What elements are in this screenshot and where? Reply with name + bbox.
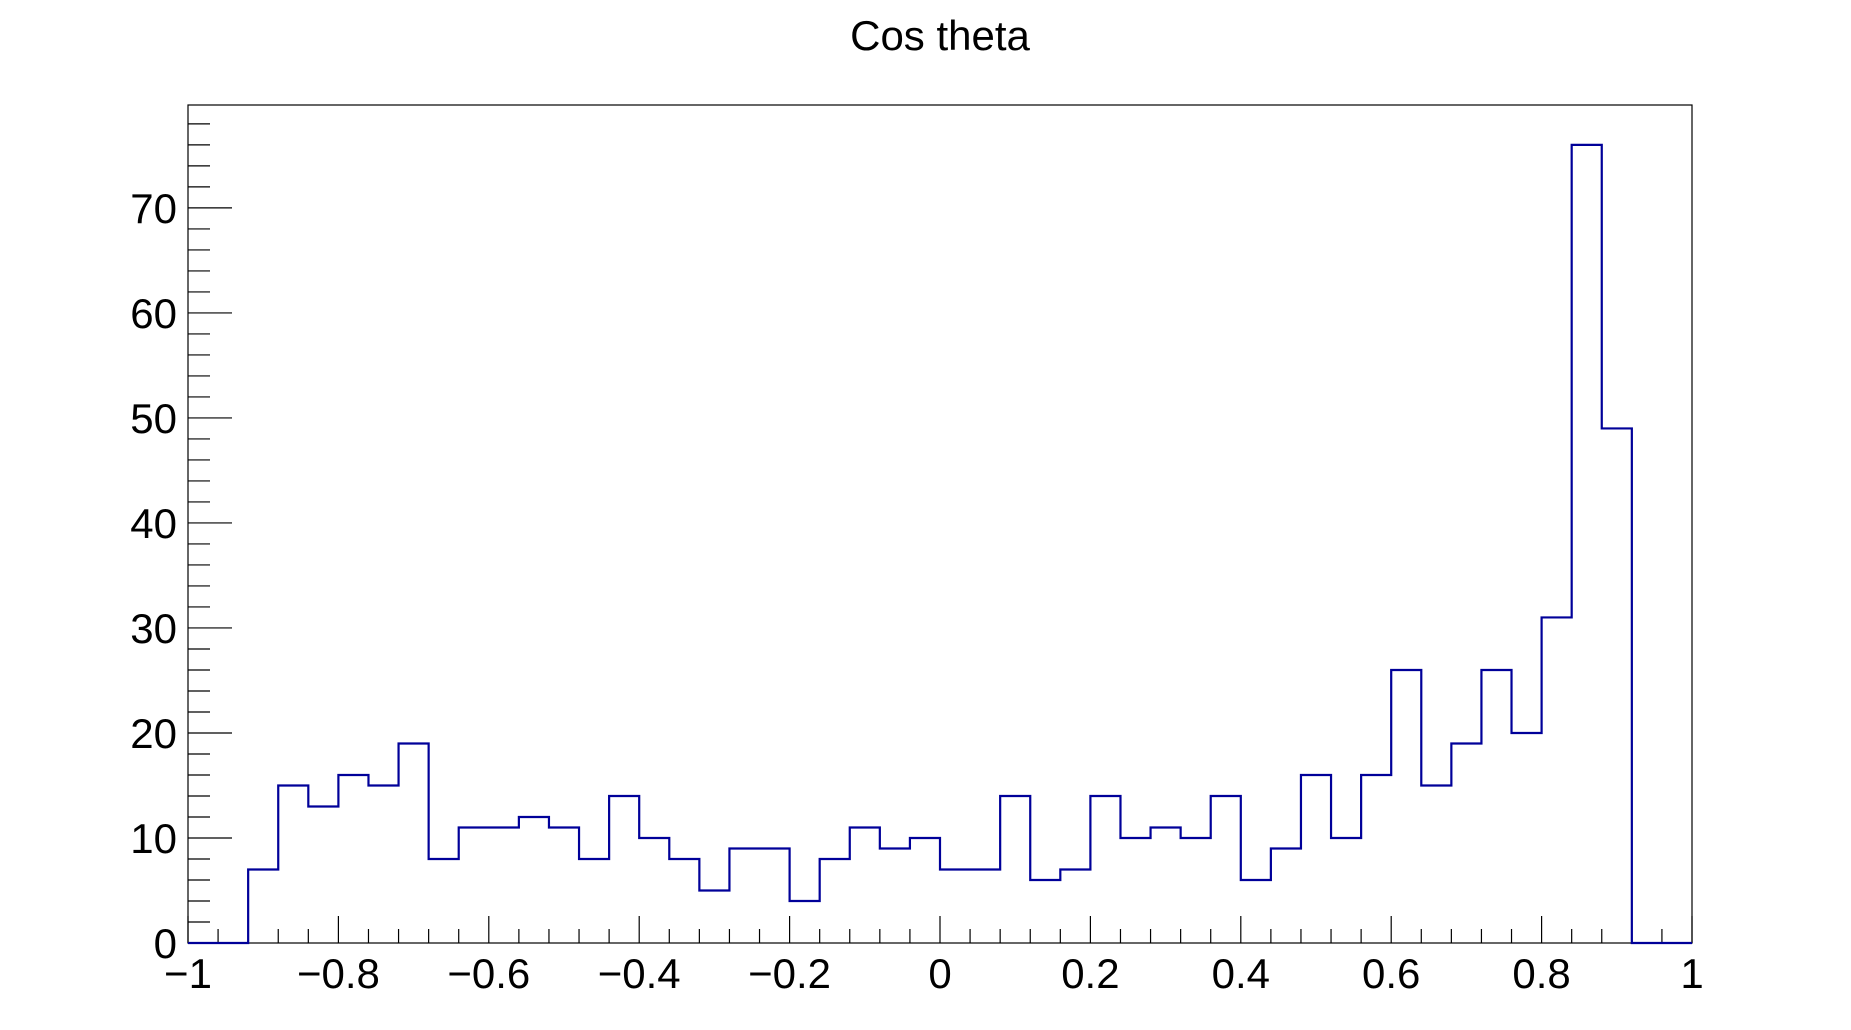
- y-tick-label: 20: [130, 710, 177, 757]
- x-axis-tick-labels: −1 −0.8 −0.6 −0.4 −0.2 0 0.2 0.4 0.6 0.8 1: [164, 950, 1704, 997]
- y-tick-label: 40: [130, 500, 177, 547]
- y-tick-label: 30: [130, 605, 177, 652]
- x-tick-label: 0.8: [1512, 950, 1570, 997]
- x-tick-label: 0.4: [1212, 950, 1270, 997]
- x-tick-label: 1: [1680, 950, 1703, 997]
- x-tick-label: −0.6: [447, 950, 530, 997]
- y-tick-label: 0: [154, 920, 177, 967]
- x-tick-label: 0.6: [1362, 950, 1420, 997]
- y-tick-label: 70: [130, 185, 177, 232]
- x-tick-label: −0.2: [748, 950, 831, 997]
- x-tick-label: −0.4: [598, 950, 681, 997]
- chart-title: Cos theta: [850, 12, 1030, 59]
- x-tick-label: 0: [928, 950, 951, 997]
- x-tick-label: −1: [164, 950, 212, 997]
- y-tick-label: 50: [130, 395, 177, 442]
- axis-ticks: [187, 123, 1693, 944]
- histogram-series-line: [188, 143, 1692, 945]
- y-tick-label: 60: [130, 290, 177, 337]
- x-tick-label: −0.8: [297, 950, 380, 997]
- y-axis-tick-labels: 0 10 20 30 40 50 60 70: [130, 185, 177, 967]
- x-tick-label: 0.2: [1061, 950, 1119, 997]
- y-tick-label: 10: [130, 815, 177, 862]
- plot-frame: [187, 104, 1693, 944]
